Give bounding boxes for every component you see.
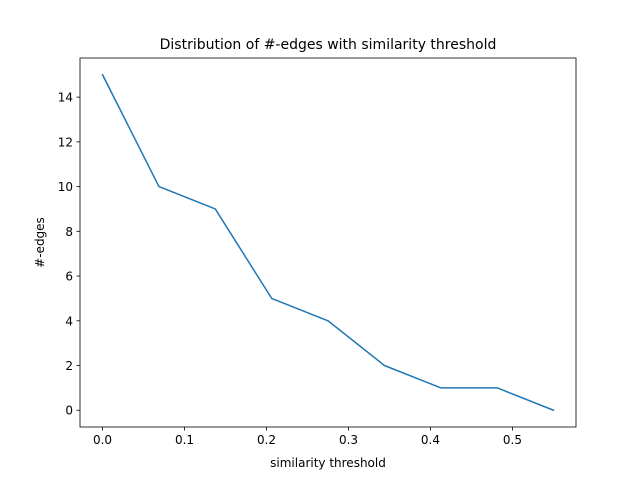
y-tick-label: 12 [58, 135, 73, 149]
plot-area [80, 58, 576, 427]
y-tick-label: 14 [58, 91, 73, 105]
y-tick-label: 0 [65, 404, 73, 418]
x-axis-label: similarity threshold [270, 456, 386, 470]
y-tick-label: 10 [58, 180, 73, 194]
series-line-0 [101, 73, 555, 412]
x-axis-ticks: 0.0 0.1 0.2 0.3 0.4 0.5 [93, 427, 522, 447]
chart-title: Distribution of #-edges with similarity … [160, 37, 497, 53]
y-tick-label: 4 [65, 314, 73, 328]
x-tick-label: 0.1 [175, 433, 194, 447]
plot-frame [79, 57, 577, 428]
y-axis-ticks: 0 2 4 6 8 10 12 14 [58, 91, 80, 418]
y-axis-label: #-edges [33, 217, 47, 268]
y-tick-label: 8 [65, 225, 73, 239]
y-tick-label: 2 [65, 359, 73, 373]
y-tick-label: 6 [65, 270, 73, 284]
series-layer [101, 73, 555, 412]
x-tick-label: 0.2 [257, 433, 276, 447]
x-tick-label: 0.5 [503, 433, 522, 447]
x-tick-label: 0.0 [93, 433, 112, 447]
x-tick-label: 0.4 [421, 433, 440, 447]
x-tick-label: 0.3 [339, 433, 358, 447]
